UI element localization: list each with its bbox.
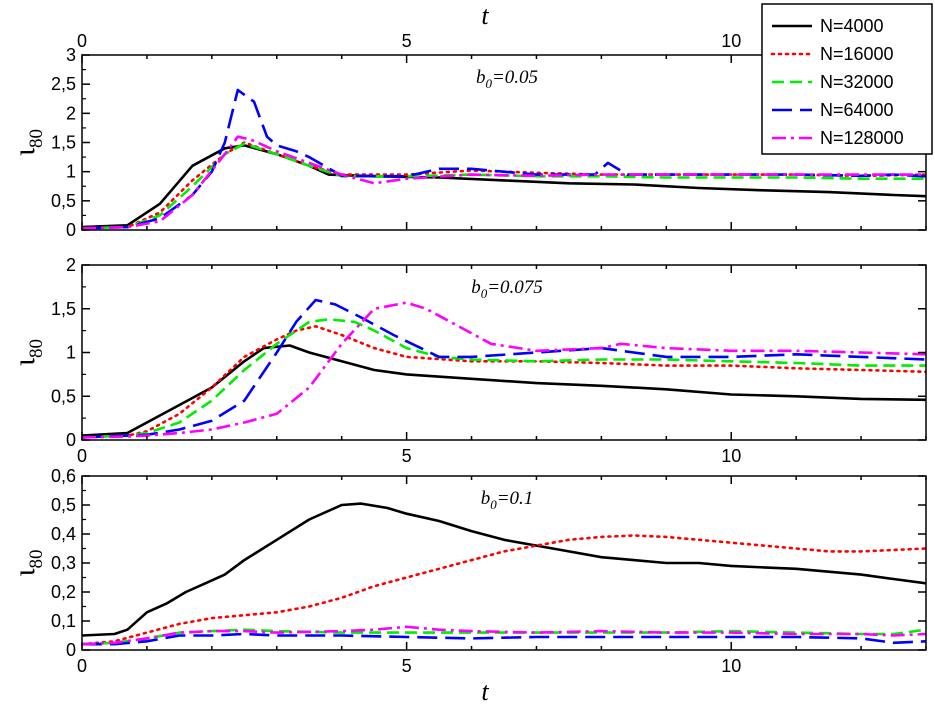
panel-1-ytick-label: 1,5: [51, 133, 76, 153]
panel-2-xtick-label: 5: [402, 446, 412, 466]
panel-3-ytick-label: 0,6: [51, 466, 76, 486]
panel-2-ytick-label: 1,5: [51, 299, 76, 319]
panel-2-ytick-label: 1: [66, 343, 76, 363]
panel-2-series-n-64000: [82, 298, 926, 439]
panel-2-ytick-label: 0,5: [51, 386, 76, 406]
panel-3-ytick-label: 0,3: [51, 553, 76, 573]
panel-2-series-n-4000: [82, 344, 926, 437]
panel-2-series-n-128000: [82, 301, 926, 439]
y-axis-label-sub: 80: [26, 339, 47, 358]
y-axis-label-main: ι: [8, 148, 41, 156]
panel-3-ytick-label: 0: [66, 640, 76, 660]
panel-2-ytick-label: 2: [66, 255, 76, 275]
panel-1-ytick-label: 0,5: [51, 191, 76, 211]
panel-1-ytick-label: 2: [66, 103, 76, 123]
panel-1-series: [82, 88, 926, 230]
panel-3-annotation: b0=0.1: [481, 488, 534, 512]
panel-1-ytick-label: 2,5: [51, 74, 76, 94]
panel-1-annotation: b0=0.05: [476, 67, 538, 91]
panel-3-xtick-label: 10: [721, 656, 741, 676]
panel-3-xtick-label: 0: [77, 656, 87, 676]
panel-3-series: [82, 502, 926, 646]
panel-2-xtick-label: 0: [77, 446, 87, 466]
panel-3-series-n-16000: [82, 534, 926, 646]
legend-label-n-32000: N=32000: [820, 72, 894, 92]
panel-3-ytick-label: 0,1: [51, 611, 76, 631]
panel-2: 0 0,5 1 1,5 2 0 5 10 ι80 b0=0.075: [8, 255, 927, 466]
y-axis-label-sub: 80: [26, 129, 47, 148]
top-xtick-label: 0: [77, 31, 87, 51]
top-xtick-label: 10: [721, 31, 741, 51]
panel-3-y-axis-label: ι80: [8, 549, 47, 576]
panel-3: 0 0,1 0,2 0,3 0,4 0,5 0,6 0 5 10 ι80 b0=0.1: [8, 466, 927, 676]
y-axis-label-sub: 80: [26, 549, 47, 568]
panel-3-series-n-64000: [82, 632, 926, 646]
y-axis-label-main: ι: [8, 358, 41, 366]
panel-2-ytick-label: 0: [66, 430, 76, 450]
svg-text:ι80: ι80: [8, 129, 47, 156]
legend-label-n-128000: N=128000: [820, 128, 904, 148]
panel-1-y-axis-label: ι80: [8, 129, 47, 156]
panel-2-series: [82, 298, 926, 439]
panel-2-y-axis-label: ι80: [8, 339, 47, 366]
top-x-axis-label: t: [481, 1, 489, 30]
panel-2-xtick-label: 10: [721, 446, 741, 466]
panel-3-ytick-label: 0,4: [51, 524, 76, 544]
legend-box: [761, 3, 933, 155]
panel-1-ytick-label: 1: [66, 162, 76, 182]
legend: N=4000 N=16000 N=32000 N=64000 N=128000: [761, 3, 933, 155]
legend-label-n-4000: N=4000: [820, 16, 884, 36]
svg-text:ι80: ι80: [8, 549, 47, 576]
panel-3-ytick-label: 0,5: [51, 495, 76, 515]
panel-1-series-n-4000: [82, 144, 926, 229]
svg-text:ι80: ι80: [8, 339, 47, 366]
panel-1-series-n-16000: [82, 141, 926, 230]
panel-1-ytick-label: 0: [66, 220, 76, 240]
panel-3-ytick-label: 0,2: [51, 582, 76, 602]
bottom-x-axis-label: t: [481, 677, 489, 706]
top-xtick-label: 5: [402, 31, 412, 51]
panel-1-ytick-label: 3: [66, 45, 76, 65]
panel-3-series-n-4000: [82, 502, 926, 637]
panel-1-series-n-128000: [82, 135, 926, 230]
panel-2-series-n-32000: [82, 317, 926, 439]
panel-2-annotation: b0=0.075: [471, 277, 543, 301]
panel-3-series-n-128000: [82, 625, 926, 646]
panel-3-xtick-label: 5: [402, 656, 412, 676]
legend-label-n-16000: N=16000: [820, 44, 894, 64]
legend-label-n-64000: N=64000: [820, 100, 894, 120]
y-axis-label-main: ι: [8, 568, 41, 576]
